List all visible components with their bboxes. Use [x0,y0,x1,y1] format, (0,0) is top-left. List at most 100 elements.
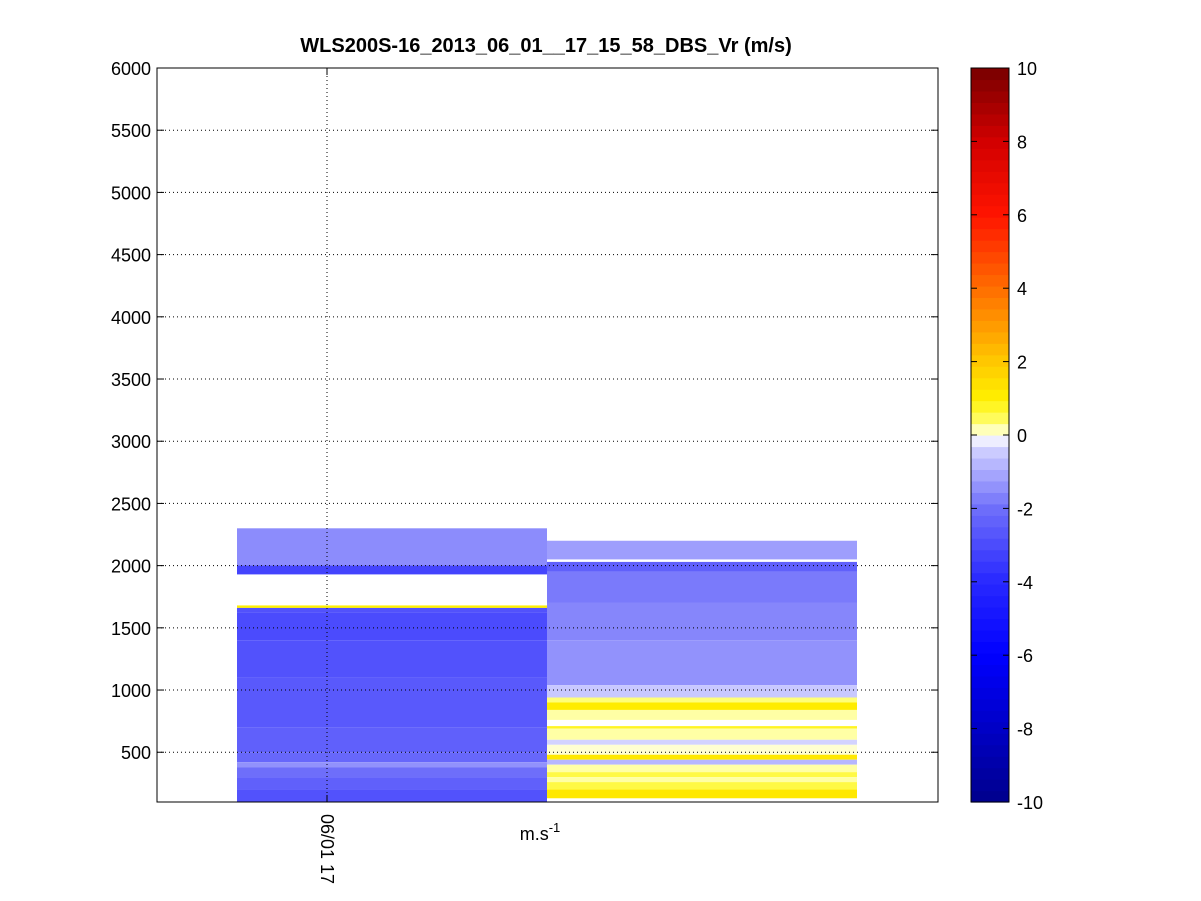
colorbar-swatch [971,159,1009,172]
heatmap-cell [547,754,857,760]
heatmap-cell [237,789,547,802]
y-tick-label: 4000 [111,308,151,328]
y-tick-label: 1500 [111,619,151,639]
colorbar-swatch [971,538,1009,551]
colorbar-swatch [971,366,1009,379]
colorbar-swatch [971,423,1009,436]
y-tick-label: 5500 [111,121,151,141]
y-tick-label: 500 [121,743,151,763]
colorbar-swatch [971,377,1009,390]
colorbar-swatch [971,641,1009,654]
colorbar-swatch [971,182,1009,195]
colorbar-swatch [971,412,1009,425]
y-tick-label: 4500 [111,246,151,266]
colorbar-swatch [971,664,1009,677]
colorbar-swatch [971,710,1009,723]
heatmap-cell [547,789,857,799]
heatmap-cell [547,640,857,686]
colorbar-swatch [971,194,1009,207]
heatmap-cell [237,605,547,608]
colorbar-swatch [971,779,1009,792]
colorbar-swatch [971,389,1009,402]
heatmap-cell [547,726,857,729]
colorbar-swatch [971,320,1009,333]
heatmap-cell [547,744,857,755]
colorbar-swatch [971,561,1009,574]
colorbar-swatch [971,675,1009,688]
colorbar-tick-label: 8 [1017,132,1027,152]
colorbar-swatch [971,274,1009,287]
x-axis-ticks: 06/01 17 [317,68,337,884]
heatmap-cell [547,685,857,698]
colorbar-tick-label: 6 [1017,206,1027,226]
heatmap-cell [547,602,857,641]
colorbar-swatch [971,721,1009,734]
colorbar-swatch [971,492,1009,505]
heatmap-cell [547,540,857,560]
colorbar-tick-label: 2 [1017,353,1027,373]
heatmap-cell [547,782,857,790]
y-tick-label: 2500 [111,494,151,514]
colorbar-swatch [971,148,1009,161]
colorbar-tick-label: -10 [1017,793,1043,813]
heatmap-cell [547,702,857,710]
colorbar-tick-label: 4 [1017,279,1027,299]
heatmap-cell [547,561,857,572]
colorbar-swatch [971,400,1009,413]
y-axis-ticks: 500 1000 1500 2000 2500 3000 3500 4000 4500 5000 5… [111,59,938,763]
colorbar-swatch [971,652,1009,665]
colorbar-swatch [971,297,1009,310]
colorbar-swatch [971,515,1009,528]
colorbar-tick-label: -4 [1017,573,1033,593]
colorbar-swatches [971,68,1009,803]
colorbar-swatch [971,136,1009,149]
heatmap-cell [237,727,547,753]
colorbar-swatch [971,618,1009,631]
heatmap-cell [237,612,547,641]
y-tick-label: 1000 [111,681,151,701]
heatmap-cell [547,697,857,703]
colorbar-swatch [971,228,1009,241]
colorbar-swatch [971,629,1009,643]
heatmap-cell [547,571,857,603]
heatmap-cell [547,709,857,720]
colorbar-swatch [971,251,1009,264]
chart-title: WLS200S-16_2013_06_01__17_15_58_DBS_Vr (… [300,35,791,57]
heatmap-cell [237,607,547,613]
colorbar-tick-label: 0 [1017,426,1027,446]
plot-area: 500 1000 1500 2000 2500 3000 3500 4000 4500 5000 5… [111,59,939,884]
heatmap-cell [237,777,547,790]
heatmap-cells [237,528,857,802]
colorbar-swatch [971,240,1009,253]
colorbar: -10 -8 -6 -4 -2 0 2 4 6 8 10 [970,59,1043,813]
colorbar-tick-label: -8 [1017,720,1033,740]
x-tick-label: 06/01 17 [317,814,337,884]
colorbar-swatch [971,744,1009,757]
heatmap-cell [547,777,857,783]
colorbar-swatch [971,262,1009,276]
colorbar-swatch [971,308,1009,321]
colorbar-swatch [971,354,1009,367]
heatmap-cell [547,728,857,740]
heatmap-cell [547,759,857,765]
colorbar-tick-label: 10 [1017,59,1037,79]
colorbar-swatch [971,526,1009,539]
colorbar-swatch [971,687,1009,700]
heatmap-cell [547,764,857,773]
colorbar-ticks: -10 -8 -6 -4 -2 0 2 4 6 8 10 [971,59,1043,813]
colorbar-swatch [971,102,1009,115]
colorbar-swatch [971,171,1009,184]
colorbar-swatch [971,113,1009,126]
colorbar-swatch [971,756,1009,769]
y-tick-label: 6000 [111,59,151,79]
heatmap-cell [237,565,547,575]
colorbar-swatch [971,698,1009,711]
y-tick-label: 3500 [111,370,151,390]
colorbar-swatch [971,343,1009,356]
plot-frame [156,67,939,803]
x-axis-label-base: m.s [520,824,549,844]
heatmap-cell [547,772,857,778]
colorbar-swatch [971,790,1009,803]
heatmap-cell [237,752,547,763]
